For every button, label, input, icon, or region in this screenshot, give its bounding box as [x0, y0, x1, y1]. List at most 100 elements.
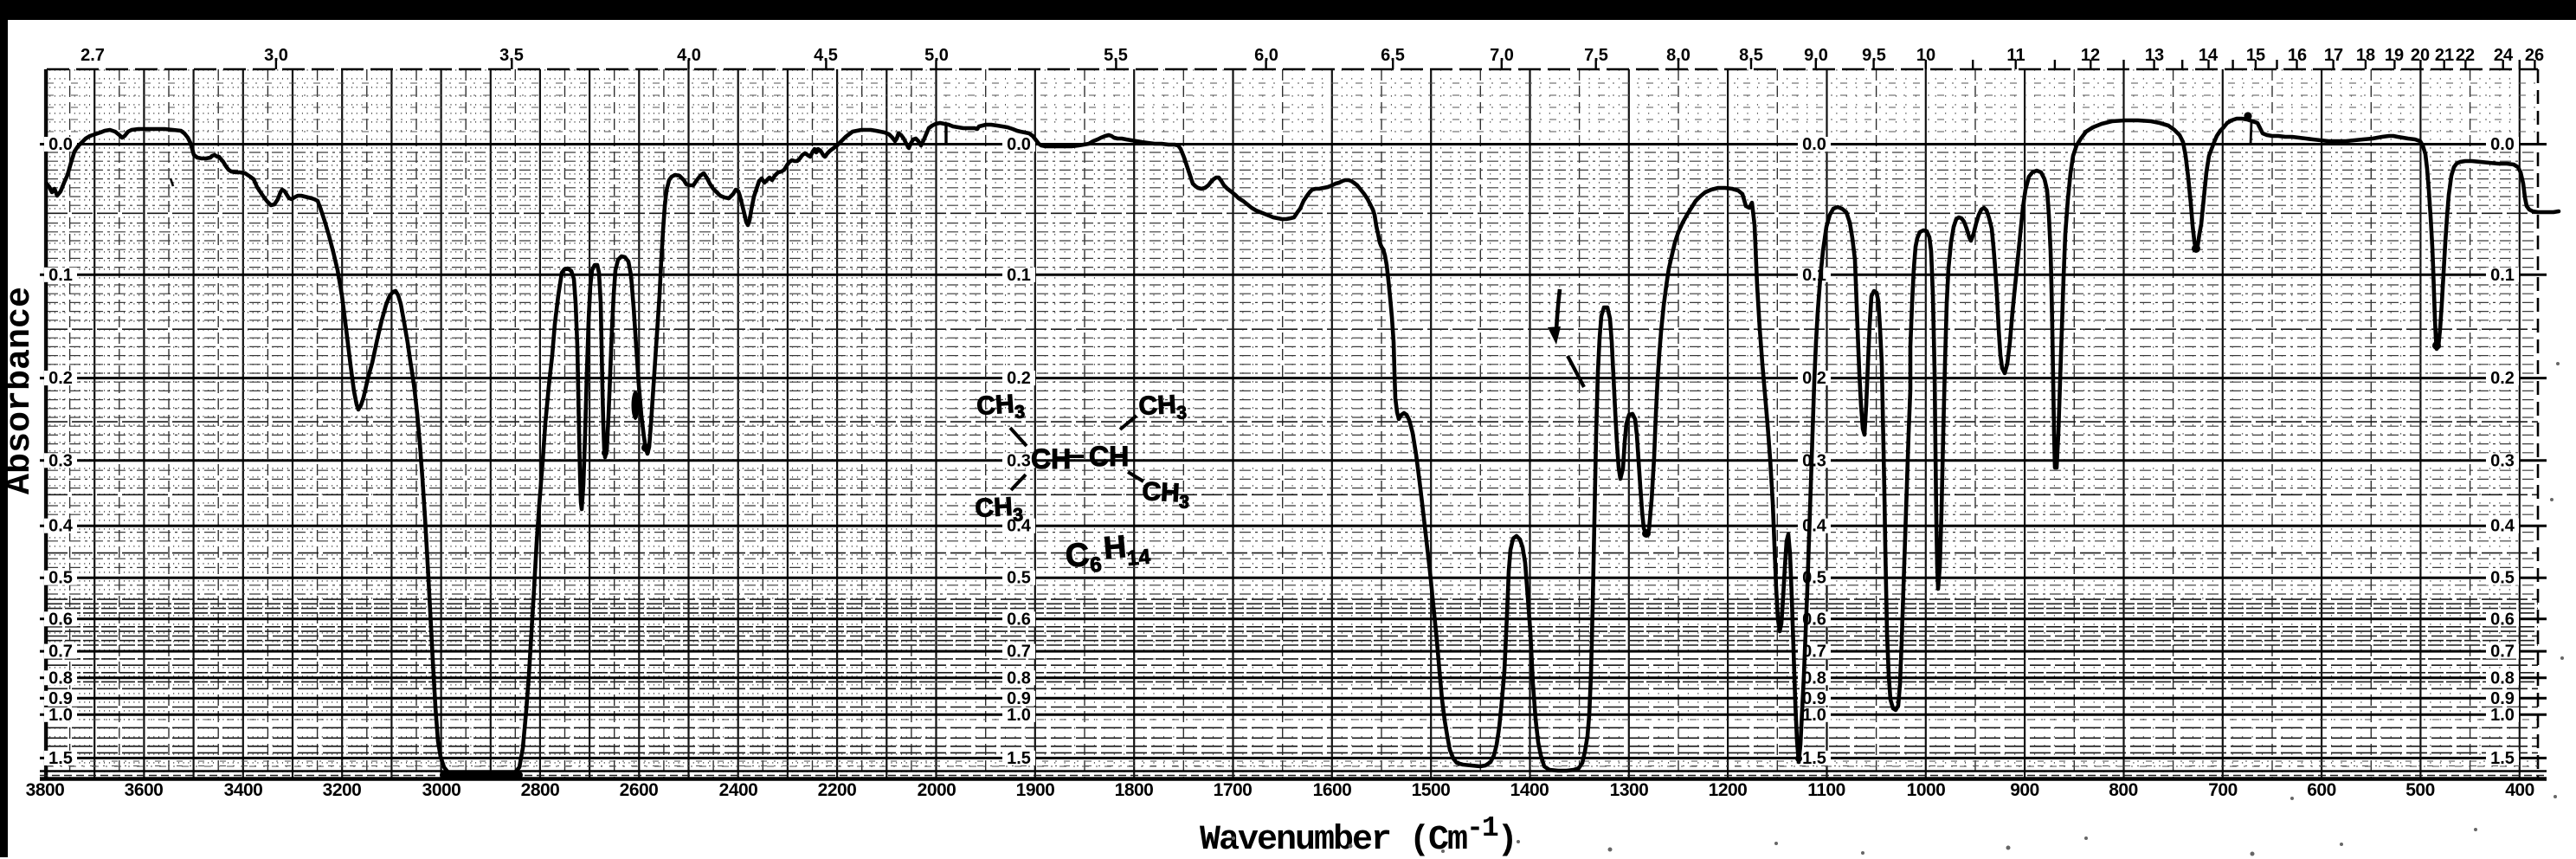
svg-text:1500: 1500 [1412, 780, 1451, 800]
svg-text:2400: 2400 [719, 780, 758, 800]
svg-text:0.9: 0.9 [1007, 689, 1031, 708]
svg-text:7.5: 7.5 [1584, 46, 1608, 65]
svg-text:3800: 3800 [26, 780, 65, 800]
svg-text:6.0: 6.0 [1254, 46, 1278, 65]
svg-text:19: 19 [2385, 46, 2404, 65]
svg-text:8.5: 8.5 [1739, 46, 1763, 65]
svg-text:1.0: 1.0 [1007, 706, 1031, 725]
svg-text:0.3: 0.3 [2490, 451, 2515, 470]
svg-text:2000: 2000 [918, 780, 956, 800]
svg-text:21: 21 [2435, 46, 2454, 65]
svg-text:1.5: 1.5 [48, 749, 73, 768]
svg-text:0.9: 0.9 [1802, 689, 1826, 708]
svg-text:8.0: 8.0 [1666, 46, 1690, 65]
svg-text:0.7: 0.7 [48, 643, 73, 662]
svg-text:9.0: 9.0 [1804, 46, 1828, 65]
svg-text:1.0: 1.0 [2490, 706, 2515, 725]
svg-text:0.0: 0.0 [2490, 135, 2515, 154]
svg-text:1600: 1600 [1313, 780, 1352, 800]
svg-text:0.5: 0.5 [48, 569, 73, 588]
svg-text:13: 13 [2145, 46, 2164, 65]
svg-text:0.4: 0.4 [48, 517, 74, 536]
svg-text:15: 15 [2246, 46, 2265, 65]
svg-text:2200: 2200 [818, 780, 857, 800]
svg-text:0.8: 0.8 [48, 668, 73, 688]
svg-text:1300: 1300 [1610, 780, 1649, 800]
svg-text:CH: CH [1089, 441, 1129, 472]
svg-text:700: 700 [2208, 780, 2238, 800]
svg-text:3200: 3200 [323, 780, 362, 800]
svg-text:26: 26 [2525, 46, 2544, 65]
svg-text:2.7: 2.7 [80, 46, 105, 65]
svg-text:400: 400 [2505, 780, 2534, 800]
svg-text:0.2: 0.2 [2490, 369, 2515, 388]
svg-text:3.0: 3.0 [264, 46, 288, 65]
svg-text:3400: 3400 [224, 780, 263, 800]
svg-text:0.5: 0.5 [2490, 569, 2515, 588]
svg-text:6.5: 6.5 [1381, 46, 1405, 65]
svg-text:0.7: 0.7 [1802, 643, 1826, 662]
svg-text:1100: 1100 [1807, 780, 1845, 800]
svg-text:500: 500 [2405, 780, 2435, 800]
svg-text:0.4: 0.4 [1802, 517, 1827, 536]
svg-text:0.0: 0.0 [48, 135, 73, 154]
svg-text:0.6: 0.6 [48, 610, 73, 629]
svg-text:1700: 1700 [1214, 780, 1253, 800]
svg-text:CH3: CH3 [1138, 390, 1188, 425]
svg-text:0.6: 0.6 [2490, 610, 2515, 629]
svg-text:0.8: 0.8 [1007, 668, 1031, 688]
svg-text:1.0: 1.0 [1802, 706, 1826, 725]
svg-text:0.6: 0.6 [1007, 610, 1031, 629]
svg-text:0.7: 0.7 [2490, 643, 2515, 662]
svg-text:0.1: 0.1 [2490, 266, 2515, 285]
svg-text:1200: 1200 [1709, 780, 1748, 800]
svg-text:600: 600 [2307, 780, 2336, 800]
svg-text:18: 18 [2356, 46, 2375, 65]
svg-text:9.5: 9.5 [1862, 46, 1886, 65]
svg-text:0.9: 0.9 [2490, 689, 2515, 708]
svg-text:2800: 2800 [521, 780, 560, 800]
svg-text:4.5: 4.5 [814, 46, 838, 65]
svg-text:3.5: 3.5 [499, 46, 524, 65]
svg-text:17: 17 [2324, 46, 2343, 65]
svg-text:14: 14 [2199, 46, 2219, 65]
svg-text:1900: 1900 [1016, 780, 1055, 800]
svg-text:1.5: 1.5 [1802, 749, 1826, 768]
svg-text:12: 12 [2081, 46, 2100, 65]
svg-text:2600: 2600 [620, 780, 659, 800]
svg-text:0.8: 0.8 [1802, 668, 1826, 688]
svg-text:0.9: 0.9 [48, 689, 73, 708]
svg-text:CH: CH [1031, 443, 1071, 475]
svg-text:7.0: 7.0 [1490, 46, 1514, 65]
svg-text:1000: 1000 [1907, 780, 1946, 800]
svg-text:0.4: 0.4 [1007, 517, 1032, 536]
svg-text:900: 900 [2010, 780, 2039, 800]
svg-text:11: 11 [2006, 46, 2025, 65]
svg-text:20: 20 [2411, 46, 2430, 65]
svg-text:0.3: 0.3 [48, 451, 73, 470]
svg-text:0.1: 0.1 [1007, 266, 1031, 285]
svg-text:800: 800 [2109, 780, 2138, 800]
svg-text:1400: 1400 [1510, 780, 1549, 800]
svg-text:24: 24 [2494, 46, 2514, 65]
svg-text:0.2: 0.2 [1007, 369, 1031, 388]
svg-text:3600: 3600 [125, 780, 164, 800]
svg-text:0.3: 0.3 [1802, 451, 1826, 470]
svg-text:1.0: 1.0 [48, 706, 73, 725]
svg-text:10: 10 [1916, 46, 1935, 65]
svg-text:0.7: 0.7 [1007, 643, 1031, 662]
svg-text:22: 22 [2456, 46, 2475, 65]
svg-text:0.3: 0.3 [1007, 451, 1031, 470]
svg-text:0.1: 0.1 [48, 266, 73, 285]
svg-text:3000: 3000 [422, 780, 461, 800]
svg-text:1.5: 1.5 [2490, 749, 2515, 768]
svg-text:1.5: 1.5 [1007, 749, 1031, 768]
svg-text:0.0: 0.0 [1007, 135, 1031, 154]
svg-text:1800: 1800 [1115, 780, 1154, 800]
svg-text:0.8: 0.8 [2490, 668, 2515, 688]
svg-text:4.0: 4.0 [677, 46, 701, 65]
svg-text:5.0: 5.0 [924, 46, 949, 65]
svg-text:0.4: 0.4 [2490, 517, 2515, 536]
svg-text:16: 16 [2288, 46, 2307, 65]
svg-text:0.5: 0.5 [1007, 569, 1031, 588]
